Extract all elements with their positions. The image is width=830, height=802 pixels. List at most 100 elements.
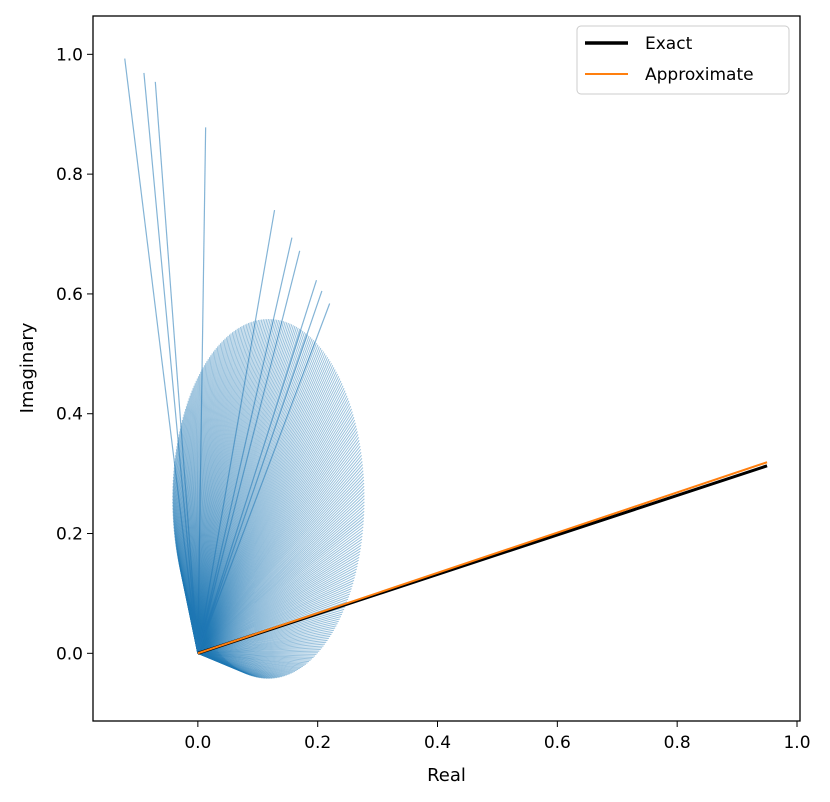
spoke-line (197, 652, 300, 670)
spoke-line (197, 507, 365, 654)
spoke-line (197, 652, 314, 658)
spoke-line (197, 535, 363, 654)
spoke-line (197, 652, 238, 670)
spoke-line (197, 326, 242, 654)
spoke-line (197, 652, 308, 664)
spoke-line (197, 408, 352, 654)
spoke-line (197, 357, 211, 654)
spoke-line (197, 639, 328, 654)
spoke-line (197, 319, 268, 654)
spoke-line (197, 529, 364, 654)
spoke-line (184, 411, 199, 654)
spoke-line (197, 652, 316, 657)
spoke-line (197, 361, 208, 654)
spoke-line (197, 355, 212, 654)
spoke-line (197, 590, 351, 654)
spoke-line (197, 323, 291, 654)
spoke-line (197, 652, 310, 663)
spoke-line (183, 583, 199, 654)
y-tick-label: 0.6 (56, 285, 83, 305)
x-tick-label: 0.2 (304, 733, 331, 753)
spoke-line (197, 652, 233, 666)
spoke-line (197, 652, 291, 675)
spoke-line (197, 618, 340, 654)
spoke-line (197, 343, 222, 654)
spoke-line (173, 529, 199, 654)
spoke-line (178, 563, 199, 654)
spoke-line (143, 72, 199, 654)
spoke-line (197, 340, 225, 654)
spoke-line (197, 652, 307, 665)
spoke-line (197, 383, 343, 654)
spoke-line (197, 250, 301, 654)
spoke-line (197, 652, 227, 661)
spoke-line (172, 489, 199, 654)
spoke-line (197, 616, 342, 654)
spoke-line (197, 641, 327, 654)
spoke-line (197, 652, 268, 679)
spoke-line (197, 652, 259, 678)
spoke-line (175, 548, 199, 654)
spoke-line (197, 127, 207, 654)
spoke-line (197, 411, 353, 654)
spoke-line (197, 333, 232, 654)
spoke-line (173, 526, 199, 654)
spoke-line (197, 319, 266, 654)
spoke-line (197, 334, 231, 654)
spoke-line (172, 514, 199, 654)
spoke-line (197, 367, 335, 654)
spoke-line (197, 385, 344, 654)
spoke-line (197, 319, 261, 654)
spoke-line (197, 482, 365, 654)
spoke-line (197, 652, 276, 679)
y-tick-label: 0.0 (56, 644, 83, 664)
spoke-line (197, 553, 360, 654)
y-tick-label: 0.2 (56, 525, 83, 545)
spoke-line (197, 358, 330, 654)
spoke-line (197, 356, 329, 654)
spoke-line (197, 325, 296, 654)
spoke-line (191, 390, 199, 654)
spoke-line (177, 557, 199, 654)
x-tick-label: 0.0 (184, 733, 211, 753)
spoke-line (197, 635, 331, 654)
spoke-line (185, 408, 199, 654)
spoke-line (197, 479, 365, 654)
spoke-line (197, 405, 352, 654)
spoke-line (197, 437, 360, 654)
spoke-line (197, 476, 365, 654)
spoke-line (197, 637, 329, 654)
spoke-line (197, 652, 254, 677)
spoke-line (197, 324, 293, 654)
spoke-line (197, 338, 226, 654)
spoke-line (197, 337, 228, 654)
spoke-line (197, 434, 359, 654)
spoke-line (197, 652, 317, 655)
spoke-line (197, 520, 365, 654)
spoke-line (197, 485, 365, 654)
x-axis: 0.0 0.2 0.4 0.6 0.8 1.0 (184, 721, 811, 753)
spoke-line (197, 504, 365, 654)
spoke-line (197, 645, 324, 654)
spoke-line (197, 489, 365, 654)
spoke-line (197, 652, 289, 676)
spoke-line (197, 319, 265, 654)
spoke-line (197, 652, 251, 676)
spoke-line (197, 652, 236, 669)
x-tick-label: 1.0 (783, 733, 810, 753)
y-tick-label: 0.4 (56, 405, 83, 425)
spoke-line (197, 652, 303, 668)
legend-box (576, 25, 790, 95)
spoke-line (197, 652, 283, 678)
spoke-line (197, 353, 213, 654)
spoke-line (197, 348, 217, 654)
spoke-line (197, 461, 363, 654)
spoke-line (197, 492, 365, 654)
spoke-line (197, 325, 245, 654)
spoke-line (197, 629, 335, 654)
spoke-line (185, 591, 199, 654)
spoke-line (197, 652, 299, 671)
spoke-line (197, 325, 243, 654)
spoke-line (197, 568, 358, 654)
